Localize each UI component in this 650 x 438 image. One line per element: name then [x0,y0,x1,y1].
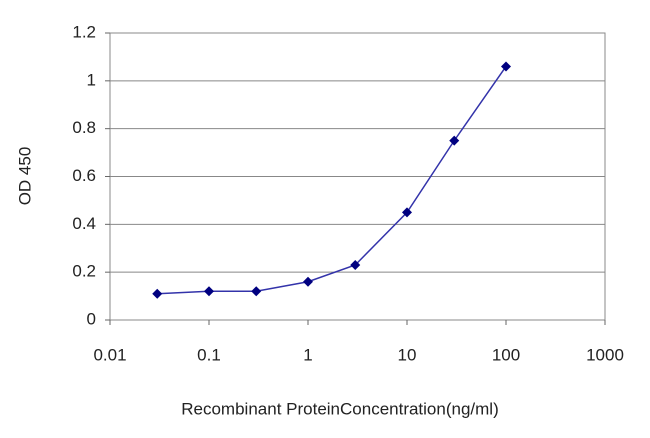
x-axis-label: Recombinant ProteinConcentration(ng/ml) [181,399,499,418]
x-tick-label: 1 [303,345,312,364]
data-line [157,66,507,295]
data-point [350,259,361,270]
data-point [402,207,412,218]
data-point [204,286,214,297]
x-tick-label: 1000 [586,345,624,364]
data-point [501,61,511,72]
y-axis-label: OD 450 [15,147,34,206]
y-tick-label: 0.8 [72,118,96,137]
data-point [449,135,460,146]
y-tick-label: 0.6 [72,166,96,185]
x-tick-label: 0.01 [93,345,126,364]
y-tick-label: 0 [87,309,96,328]
data-point [303,276,313,287]
x-tick-label: 100 [492,345,520,364]
x-tick-label: 10 [398,345,417,364]
data-point [152,288,163,299]
data-point [251,286,262,297]
y-tick-label: 0.4 [72,214,96,233]
y-tick-label: 1 [87,70,96,89]
y-tick-label: 0.2 [72,262,96,281]
y-tick-label: 1.2 [72,22,96,41]
x-tick-label: 0.1 [197,345,221,364]
